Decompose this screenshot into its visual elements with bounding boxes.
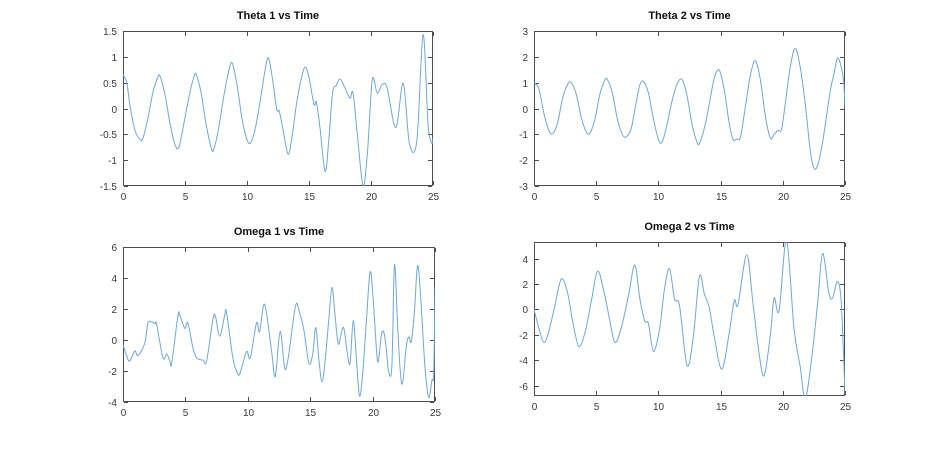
svg-text:-0.5: -0.5 [100, 130, 118, 141]
svg-text:-2: -2 [108, 367, 117, 378]
svg-text:3: 3 [522, 27, 528, 38]
svg-text:20: 20 [366, 192, 378, 203]
svg-text:0: 0 [532, 192, 538, 203]
svg-text:2: 2 [522, 53, 528, 64]
axes-theta2: 0 5 10 15 20 25 -3 -2 -1 0 1 2 3 [519, 27, 851, 203]
svg-text:0: 0 [522, 105, 528, 116]
plot-omega1-vs-time: Omega 1 vs Time 0 5 10 15 20 25 -4 -2 0 2 4 6 [108, 226, 441, 419]
axes-omega1: 0 5 10 15 20 25 -4 -2 0 2 4 6 [108, 243, 441, 419]
svg-text:0: 0 [111, 336, 117, 347]
svg-text:10: 10 [653, 402, 665, 413]
svg-text:-1: -1 [108, 156, 117, 167]
plot-theta2-vs-time: Theta 2 vs Time 0 5 10 15 20 25 -3 -2 -1 0 1 2 3 [519, 10, 851, 203]
svg-text:5: 5 [594, 402, 600, 413]
axes-omega2: 0 5 10 15 20 25 -6 -4 -2 0 2 4 [519, 242, 851, 413]
svg-text:20: 20 [778, 192, 790, 203]
svg-text:-2: -2 [519, 331, 528, 342]
svg-text:25: 25 [428, 192, 440, 203]
svg-text:25: 25 [840, 402, 852, 413]
svg-text:10: 10 [653, 192, 665, 203]
svg-text:4: 4 [111, 274, 117, 285]
svg-text:25: 25 [430, 408, 442, 419]
svg-text:0: 0 [111, 105, 117, 116]
plot-theta1-vs-time: Theta 1 vs Time 0 5 10 15 20 25 -1.5 -1 -0.5 0 0.5… [100, 10, 440, 203]
svg-text:1: 1 [522, 79, 528, 90]
svg-text:0: 0 [532, 402, 538, 413]
svg-text:4: 4 [522, 255, 528, 266]
svg-text:5: 5 [594, 192, 600, 203]
svg-text:20: 20 [778, 402, 790, 413]
svg-text:15: 15 [304, 192, 316, 203]
plot-title-omega1: Omega 1 vs Time [233, 226, 325, 238]
axes-theta1: 0 5 10 15 20 25 -1.5 -1 -0.5 0 0.5 1 1.5 [100, 27, 440, 203]
svg-text:-1.5: -1.5 [100, 182, 118, 193]
plot-title-theta2: Theta 2 vs Time [648, 10, 731, 22]
svg-text:20: 20 [368, 408, 380, 419]
svg-text:6: 6 [111, 243, 117, 254]
svg-text:10: 10 [243, 408, 255, 419]
svg-text:0.5: 0.5 [103, 79, 117, 90]
plot-title-omega2: Omega 2 vs Time [644, 221, 735, 233]
svg-text:2: 2 [111, 305, 117, 316]
svg-text:-6: -6 [519, 382, 528, 393]
svg-text:15: 15 [716, 192, 728, 203]
svg-text:5: 5 [183, 408, 189, 419]
svg-text:25: 25 [840, 192, 852, 203]
svg-text:-3: -3 [519, 182, 528, 193]
plot-omega2-vs-time: Omega 2 vs Time 0 5 10 15 20 25 -6 -4 -2 0 2 4 [519, 221, 851, 413]
svg-text:2: 2 [522, 280, 528, 291]
svg-text:0: 0 [121, 192, 127, 203]
svg-text:1: 1 [111, 53, 117, 64]
svg-text:0: 0 [121, 408, 127, 419]
svg-text:15: 15 [305, 408, 317, 419]
svg-text:5: 5 [183, 192, 189, 203]
svg-text:-4: -4 [108, 398, 117, 409]
svg-text:0: 0 [522, 305, 528, 316]
svg-text:10: 10 [242, 192, 254, 203]
svg-text:-4: -4 [519, 356, 528, 367]
svg-text:15: 15 [716, 402, 728, 413]
plot-title-theta1: Theta 1 vs Time [236, 10, 320, 22]
svg-text:-1: -1 [519, 130, 528, 141]
svg-text:1.5: 1.5 [103, 27, 117, 38]
svg-text:-2: -2 [519, 156, 528, 167]
